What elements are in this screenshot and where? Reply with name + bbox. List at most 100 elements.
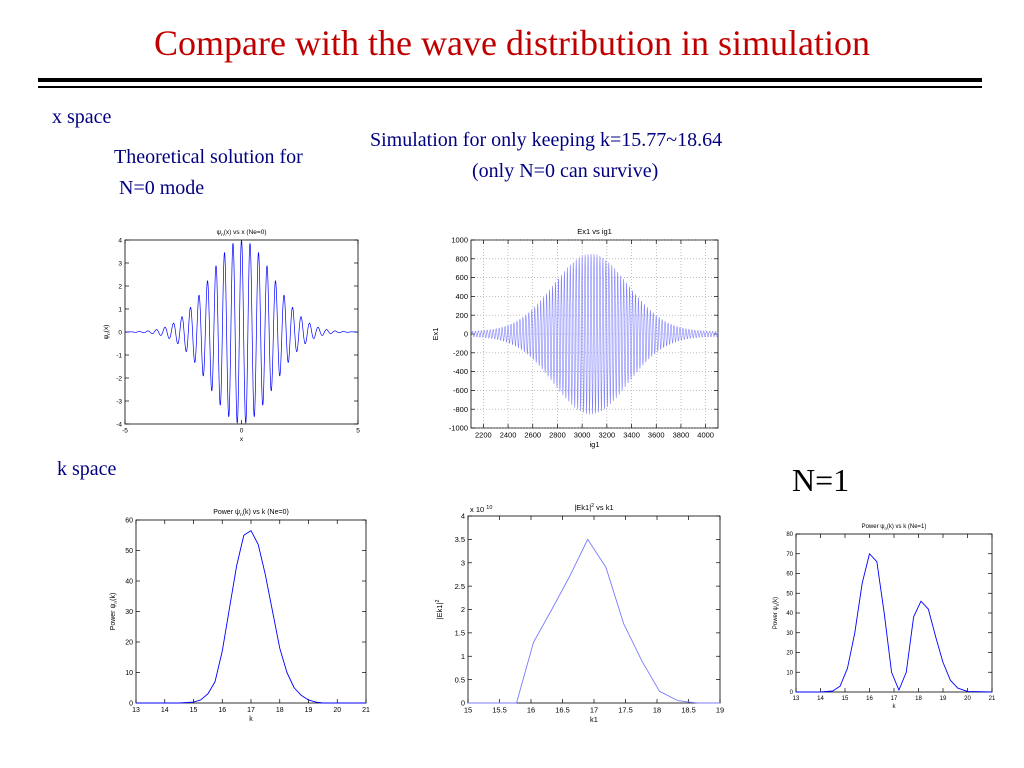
y-tick-label: -2 [116,375,122,382]
x-tick-label: 18 [653,706,661,715]
series-line [124,239,359,424]
y-tick-label: 4 [118,237,122,244]
y-tick-label: 60 [125,517,133,524]
x-tick-label: 17 [891,696,898,702]
ex1-vs-ig1-plot: 2200 2400 2600 2800 3000 3200 3400 3600 3800 4000… [431,227,719,449]
y-tick-label: 3 [118,260,122,267]
x-tick-label: 0 [240,428,244,435]
title-rule-thick [38,78,982,82]
x-tick-label: 13 [793,696,800,702]
y-tick-label: -4 [116,421,122,428]
y-tick-label: 10 [786,670,793,676]
x-tick-label: 20 [333,707,341,714]
x-tick-label: 16 [866,696,873,702]
x-tick-label: 19 [305,707,313,714]
y-tick-label: 1000 [451,236,468,245]
x-tick-label: 2600 [524,431,541,440]
y-tick-label: -1000 [449,424,468,433]
y-tick-label: 3.5 [455,535,465,544]
x-axis-label: k [249,716,253,723]
x-tick-label: 4000 [697,431,714,440]
chart-title: |Ek1|2 vs k1 [574,503,613,512]
x-axis-label: x [240,436,244,443]
y-tick-label: 20 [125,639,133,646]
series-line [136,530,366,704]
y-tick-label: -600 [453,386,468,395]
y-tick-label: 80 [786,532,793,538]
x-tick-label: 14 [817,696,824,702]
x-tick-label: 19 [716,706,724,715]
x-axis-label: k [893,704,897,710]
x-tick-label: 20 [964,696,971,702]
x-tick-label: 21 [989,696,996,702]
y-axis-label: Power ψn(k) [110,593,119,631]
y-tick-label: 0 [464,330,468,339]
y-tick-label: 400 [455,292,468,301]
title-rule-thin [38,86,982,88]
y-multiplier-base: x 10 [470,505,486,514]
series-line [470,253,719,415]
y-tick-label: -800 [453,405,468,414]
theory-label-line1: Theoretical solution for [114,146,303,168]
y-tick-label: 50 [786,591,793,597]
x-tick-label: 18 [276,707,284,714]
y-tick-label: 50 [125,548,133,555]
x-tick-label: 3400 [623,431,640,440]
series-line [468,538,720,704]
x-tick-label: 15 [464,706,472,715]
y-tick-label: 2.5 [455,582,465,591]
x-tick-label: 17 [247,707,255,714]
y-tick-label: 40 [125,578,133,585]
x-tick-label: 3800 [673,431,690,440]
x-tick-label: 2400 [500,431,517,440]
y-tick-label: 2 [461,605,465,614]
k-space-label: k space [57,458,117,480]
x-tick-label: 18.5 [681,706,696,715]
series-line [796,553,993,693]
y-tick-label: 1.5 [455,629,465,638]
y-tick-label: 0 [129,700,133,707]
y-tick-label: 1 [461,652,465,661]
x-tick-label: 15 [190,707,198,714]
n1-label: N=1 [792,462,850,498]
x-tick-label: 2800 [549,431,566,440]
psi-x-plot: -5 0 5 -4 -3 -2 -1 0 1 2 3 4 ψn(x) vs x (Ne=0) x ψn(x) [103,229,360,443]
x-tick-label: 13 [132,707,140,714]
x-tick-label: 15 [842,696,849,702]
x-tick-label: 18 [915,696,922,702]
x-space-label: x space [52,106,112,128]
x-tick-label: 14 [161,707,169,714]
y-tick-label: 600 [455,273,468,282]
y-multiplier: x 10 10 [470,505,492,514]
plot-frame [135,519,367,704]
y-axis-label: Ex1 [431,328,440,341]
y-axis-label: |Ek1|2 [435,600,444,620]
x-tick-label: 3000 [574,431,591,440]
plot-frame [124,239,359,425]
y-tick-label: 0.5 [455,675,465,684]
y-tick-label: 0 [461,699,465,708]
x-tick-label: 2200 [475,431,492,440]
y-tick-label: 40 [786,611,793,617]
y-tick-label: -200 [453,348,468,357]
slide-title: Compare with the wave distribution in si… [154,23,870,63]
y-multiplier-exponent: 10 [486,505,492,511]
y-tick-label: 70 [786,552,793,558]
ek1-vs-k1-plot: 15 15.5 16 16.5 17 17.5 18 18.5 19 0 0.5 1 1.5 2 2.5 3 3… [435,503,724,724]
simulation-label-line2: (only N=0 can survive) [472,160,659,182]
x-tick-label: 16.5 [555,706,570,715]
y-axis-label: Power ψn(k) [773,597,780,629]
y-tick-label: 30 [125,609,133,616]
x-tick-label: -5 [122,428,128,435]
plot-frame [795,533,993,693]
x-tick-label: 5 [356,428,360,435]
chart-title: Ex1 vs ig1 [577,227,612,236]
chart-title: Power ψn(k) vs k (Ne=1) [862,524,927,531]
x-tick-label: 17 [590,706,598,715]
x-tick-label: 16 [527,706,535,715]
y-tick-label: 800 [455,254,468,263]
simulation-label-line1: Simulation for only keeping k=15.77~18.6… [370,129,723,151]
y-tick-label: 30 [786,631,793,637]
y-tick-label: 1 [118,306,122,313]
power-k-n0-plot: 13 14 15 16 17 18 19 20 21 0 10 20 30 40 50 60 Power ψn(… [110,509,370,723]
